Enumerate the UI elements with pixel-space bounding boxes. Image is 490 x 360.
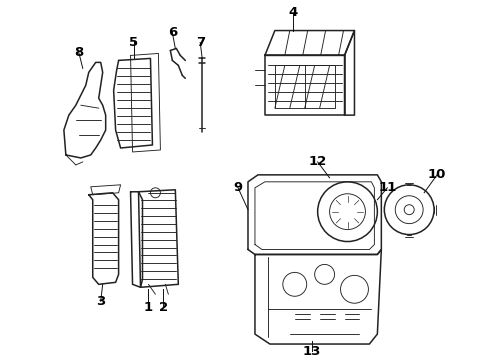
Text: 4: 4 xyxy=(288,6,297,19)
Text: 6: 6 xyxy=(168,26,177,39)
Text: 5: 5 xyxy=(129,36,138,49)
Text: 3: 3 xyxy=(96,295,105,308)
Text: 10: 10 xyxy=(428,168,446,181)
Text: 12: 12 xyxy=(309,156,327,168)
Text: 2: 2 xyxy=(159,301,168,314)
Text: 13: 13 xyxy=(302,345,321,357)
Text: 1: 1 xyxy=(144,301,153,314)
Text: 8: 8 xyxy=(74,46,83,59)
Text: 7: 7 xyxy=(196,36,205,49)
Text: 11: 11 xyxy=(378,181,396,194)
Text: 9: 9 xyxy=(233,181,243,194)
